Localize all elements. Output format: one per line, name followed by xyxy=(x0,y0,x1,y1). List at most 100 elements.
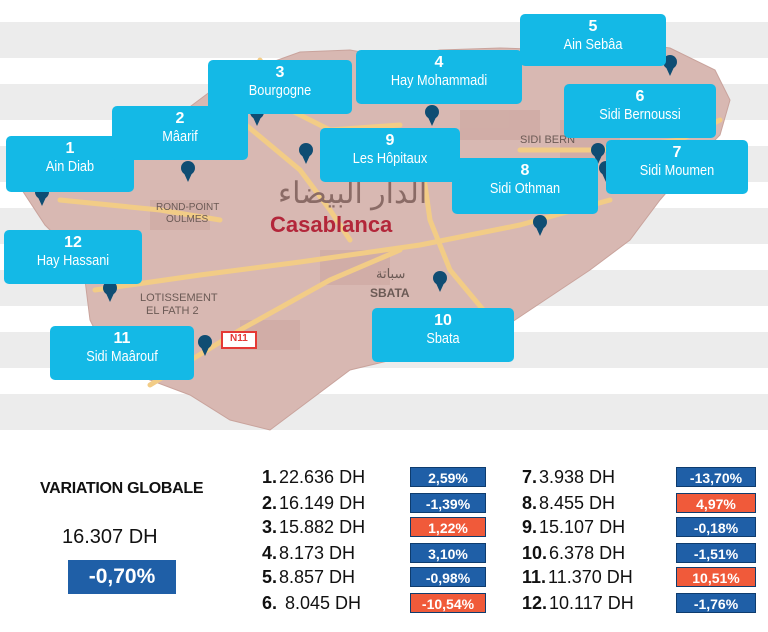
map: الدار البيضاء Casablanca ROND-POINT OULM… xyxy=(0,14,768,431)
district-number: 8 xyxy=(520,162,530,179)
change-badge-8: 4,97% xyxy=(676,493,756,513)
row-amount: 11.370 DH xyxy=(548,566,633,587)
row-amount: 6.378 DH xyxy=(549,542,626,563)
row-index: 6. xyxy=(262,592,278,613)
change-badge-12: -1,76% xyxy=(676,593,756,613)
district-row-1: 1. 22.636 DH xyxy=(262,466,365,488)
district-number: 6 xyxy=(635,88,645,105)
row-index: 5. xyxy=(262,566,278,587)
district-number: 10 xyxy=(434,312,452,329)
place-label-rond-point: ROND-POINT OULMES xyxy=(156,202,220,225)
district-number: 11 xyxy=(113,330,131,347)
road-badge-label: N11 xyxy=(230,333,248,344)
row-index: 4. xyxy=(262,542,278,563)
row-amount: 3.938 DH xyxy=(539,466,616,487)
row-index: 11. xyxy=(522,566,547,587)
row-index: 8. xyxy=(522,492,538,513)
district-callout-10: 10 Sbata xyxy=(372,308,514,362)
price-summary: VARIATION GLOBALE 16.307 DH -0,70% 1. 22… xyxy=(0,452,768,632)
change-badge-1: 2,59% xyxy=(410,467,486,487)
pin-11 xyxy=(198,335,212,356)
row-index: 9. xyxy=(522,516,538,537)
pin-5 xyxy=(663,55,677,76)
district-number: 12 xyxy=(64,234,82,251)
row-amount: 10.117 DH xyxy=(549,592,634,613)
row-amount: 15.882 DH xyxy=(279,516,366,537)
change-badge-7: -13,70% xyxy=(676,467,756,487)
district-name: Ain Diab xyxy=(45,158,95,176)
district-name: Hay Mohammadi xyxy=(390,72,488,90)
district-row-8: 8. 8.455 DH xyxy=(522,492,615,514)
district-name: Sidi Bernoussi xyxy=(599,106,681,124)
row-index: 2. xyxy=(262,492,278,513)
row-index: 3. xyxy=(262,516,278,537)
district-row-6: 6. 8.045 DH xyxy=(262,592,361,614)
place-label-lotissement: LOTISSEMENT EL FATH 2 xyxy=(140,292,218,317)
district-callout-12: 12 Hay Hassani xyxy=(4,230,142,284)
district-row-9: 9. 15.107 DH xyxy=(522,516,625,538)
district-row-3: 3. 15.882 DH xyxy=(262,516,365,538)
pin-6 xyxy=(591,143,605,164)
district-name: Hay Hassani xyxy=(36,252,110,270)
district-callout-9: 9 Les Hôpitaux xyxy=(320,128,460,182)
district-name: Bourgogne xyxy=(248,82,312,100)
pin-9 xyxy=(299,143,313,164)
row-amount: 8.857 DH xyxy=(279,566,356,587)
row-amount: 15.107 DH xyxy=(539,516,626,537)
pin-12 xyxy=(103,281,117,302)
change-badge-5: -0,98% xyxy=(410,567,486,587)
pin-4 xyxy=(425,105,439,126)
district-callout-5: 5 Ain Sebâa xyxy=(520,14,666,66)
city-label: Casablanca xyxy=(270,212,393,237)
district-callout-8: 8 Sidi Othman xyxy=(452,158,598,214)
district-number: 7 xyxy=(672,144,682,161)
district-callout-4: 4 Hay Mohammadi xyxy=(356,50,522,104)
district-name: Sidi Maârouf xyxy=(86,348,158,366)
change-badge-6: -10,54% xyxy=(410,593,486,613)
district-row-2: 2. 16.149 DH xyxy=(262,492,365,514)
summary-amount: 16.307 DH xyxy=(62,526,158,548)
change-badge-10: -1,51% xyxy=(676,543,756,563)
row-amount: 8.455 DH xyxy=(539,492,616,513)
district-callout-11: 11 Sidi Maârouf xyxy=(50,326,194,380)
district-name: Mâarif xyxy=(162,128,198,146)
place-label-sbata: SBATA xyxy=(370,286,410,300)
change-badge-11: 10,51% xyxy=(676,567,756,587)
district-name: Sbata xyxy=(426,330,460,348)
place-label-sbata-arabic: سباتة xyxy=(376,266,406,281)
district-row-4: 4. 8.173 DH xyxy=(262,542,355,564)
district-row-12: 12. 10.117 DH xyxy=(522,592,634,614)
district-callout-2: 2 Mâarif xyxy=(112,106,248,160)
district-row-11: 11. 11.370 DH xyxy=(522,566,633,588)
row-amount: 16.149 DH xyxy=(279,492,366,513)
district-number: 2 xyxy=(175,110,185,127)
place-label-sidi-bern: SIDI BERN xyxy=(520,134,576,146)
district-callout-3: 3 Bourgogne xyxy=(208,60,352,114)
district-row-7: 7. 3.938 DH xyxy=(522,466,615,488)
district-callout-7: 7 Sidi Moumen xyxy=(606,140,748,194)
district-name: Sidi Moumen xyxy=(639,162,715,180)
row-index: 12. xyxy=(522,592,548,613)
change-badge-2: -1,39% xyxy=(410,493,486,513)
pin-10 xyxy=(433,271,447,292)
district-row-5: 5. 8.857 DH xyxy=(262,566,355,588)
road-badge xyxy=(221,331,257,349)
district-name: Ain Sebâa xyxy=(563,36,623,54)
city-label-arabic: الدار البيضاء xyxy=(278,177,428,210)
district-name: Les Hôpitaux xyxy=(352,150,428,168)
district-row-10: 10. 6.378 DH xyxy=(522,542,625,564)
district-number: 9 xyxy=(385,132,395,149)
district-callout-6: 6 Sidi Bernoussi xyxy=(564,84,716,138)
change-badge-9: -0,18% xyxy=(676,517,756,537)
district-pins xyxy=(35,55,677,356)
district-number: 3 xyxy=(275,64,285,81)
pin-2 xyxy=(181,161,195,182)
row-index: 1. xyxy=(262,466,278,487)
summary-title: VARIATION GLOBALE xyxy=(40,480,204,497)
change-badge-4: 3,10% xyxy=(410,543,486,563)
row-amount: 22.636 DH xyxy=(279,466,366,487)
district-number: 4 xyxy=(434,54,444,71)
row-amount: 8.173 DH xyxy=(279,542,356,563)
summary-variation-badge: -0,70% xyxy=(68,560,176,594)
